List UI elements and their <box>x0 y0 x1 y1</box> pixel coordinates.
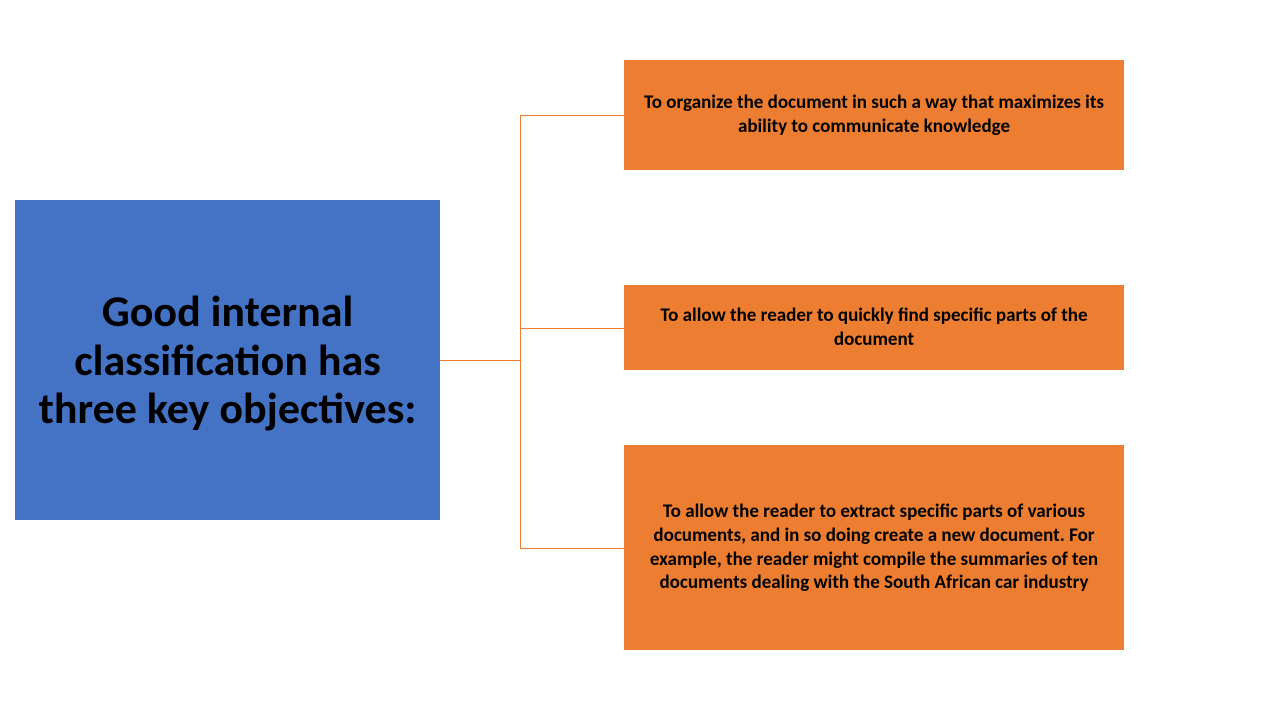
child-node-1: To organize the document in such a way t… <box>624 60 1124 170</box>
child-node-3-text: To allow the reader to extract specific … <box>636 500 1112 595</box>
root-node: Good internal classification has three k… <box>15 200 440 520</box>
root-node-text: Good internal classification has three k… <box>25 287 430 432</box>
child-node-2: To allow the reader to quickly find spec… <box>624 285 1124 370</box>
child-node-1-text: To organize the document in such a way t… <box>636 91 1112 139</box>
child-node-2-text: To allow the reader to quickly find spec… <box>636 304 1112 352</box>
child-node-3: To allow the reader to extract specific … <box>624 445 1124 650</box>
